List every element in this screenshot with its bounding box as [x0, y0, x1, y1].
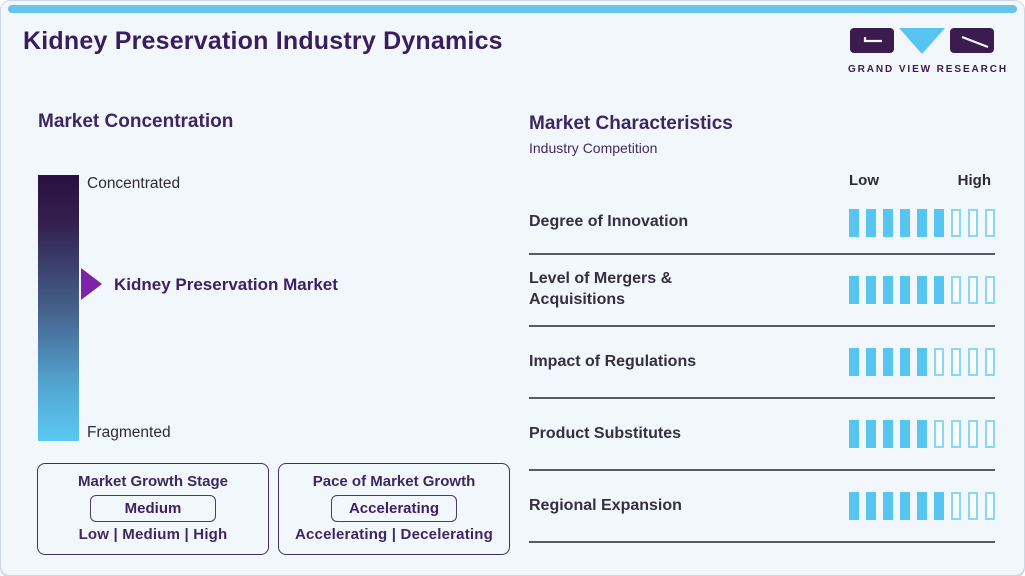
rating-segment	[985, 348, 995, 376]
growth-stage-selected-value: Medium	[90, 494, 216, 522]
rating-segment	[985, 420, 995, 448]
rating-segment	[951, 208, 961, 237]
rating-segment	[985, 276, 995, 304]
brand-name: GRAND VIEW RESEARCH	[848, 64, 1008, 75]
rating-bar	[849, 208, 995, 237]
characteristic-label: Product Substitutes	[529, 424, 682, 442]
market-concentration-title: Market Concentration	[38, 111, 234, 132]
rating-bar	[849, 420, 995, 448]
scale-low-label: Low	[849, 172, 879, 189]
characteristic-label: Regional Expansion	[529, 496, 682, 514]
gvr-logo-icon	[849, 28, 997, 60]
characteristic-row: Level of Mergers & Acquisitions	[529, 255, 995, 327]
concentrated-label: Concentrated	[87, 175, 181, 192]
rating-segment	[866, 276, 876, 304]
rating-segment	[866, 348, 876, 376]
rating-segment	[934, 276, 944, 304]
characteristic-row: Impact of Regulations	[529, 327, 995, 399]
rating-segment	[900, 420, 910, 448]
market-concentration-section: Market Concentration Concentrated Fragme…	[38, 111, 508, 441]
rating-segment	[866, 208, 876, 237]
rating-segment	[849, 348, 859, 376]
rating-segment	[917, 208, 927, 237]
rating-segment	[849, 208, 859, 237]
rating-segment	[985, 208, 995, 237]
growth-stage-options: Low | Medium | High	[78, 526, 228, 543]
rating-bar	[849, 276, 995, 304]
rating-segment	[883, 276, 893, 304]
page-title: Kidney Preservation Industry Dynamics	[23, 27, 503, 55]
pace-options: Accelerating | Decelerating	[294, 526, 493, 543]
rating-segment	[968, 208, 978, 237]
rating-segment	[951, 276, 961, 304]
fragmented-label: Fragmented	[87, 424, 171, 441]
pace-title: Pace of Market Growth	[312, 473, 476, 490]
market-position-arrow-icon	[81, 268, 102, 300]
rating-segment	[934, 492, 944, 520]
rating-segment	[934, 208, 944, 237]
rating-segment	[934, 348, 944, 376]
rating-segment	[866, 420, 876, 448]
industry-competition-subtitle: Industry Competition	[529, 140, 658, 156]
pace-selected-value: Accelerating	[331, 494, 457, 522]
pace-of-growth-box: Pace of Market Growth Accelerating Accel…	[278, 463, 510, 555]
characteristic-row: Regional Expansion	[529, 471, 995, 543]
top-accent-bar	[8, 5, 1017, 13]
rating-segment	[968, 276, 978, 304]
rating-scale-header: Low High	[529, 172, 995, 192]
characteristic-label: Impact of Regulations	[529, 352, 697, 370]
rating-segment	[900, 276, 910, 304]
growth-stage-title: Market Growth Stage	[77, 473, 229, 490]
rating-segment	[951, 420, 961, 448]
rating-segment	[900, 348, 910, 376]
rating-segment	[968, 420, 978, 448]
market-characteristics-section: Market Characteristics Industry Competit…	[529, 113, 995, 543]
rating-segment	[985, 492, 995, 520]
characteristic-label: Degree of Innovation	[529, 213, 689, 231]
brand-logo: GRAND VIEW RESEARCH	[848, 26, 1008, 75]
rating-segment	[917, 276, 927, 304]
market-growth-stage-box: Market Growth Stage Medium Low | Medium …	[37, 463, 269, 555]
rating-segment	[866, 492, 876, 520]
market-characteristics-title: Market Characteristics	[529, 113, 733, 134]
rating-segment	[883, 420, 893, 448]
rating-segment	[968, 348, 978, 376]
rating-segment	[849, 276, 859, 304]
scale-high-label: High	[957, 172, 991, 189]
concentration-gradient-bar	[38, 175, 79, 441]
rating-segment	[951, 348, 961, 376]
rating-segment	[883, 492, 893, 520]
characteristic-row: Degree of Innovation	[529, 192, 995, 255]
market-position-label: Kidney Preservation Market	[114, 275, 338, 294]
rating-segment	[934, 420, 944, 448]
rating-segment	[883, 348, 893, 376]
rating-segment	[917, 420, 927, 448]
rating-segment	[900, 492, 910, 520]
rating-segment	[917, 492, 927, 520]
rating-segment	[849, 420, 859, 448]
rating-segment	[951, 492, 961, 520]
rating-segment	[968, 492, 978, 520]
rating-segment	[917, 348, 927, 376]
rating-segment	[900, 208, 910, 237]
rating-segment	[883, 208, 893, 237]
characteristic-row: Product Substitutes	[529, 399, 995, 471]
rating-segment	[849, 492, 859, 520]
characteristic-label: Level of Mergers & Acquisitions	[529, 270, 673, 308]
rating-bar	[849, 348, 995, 376]
rating-bar	[849, 492, 995, 520]
